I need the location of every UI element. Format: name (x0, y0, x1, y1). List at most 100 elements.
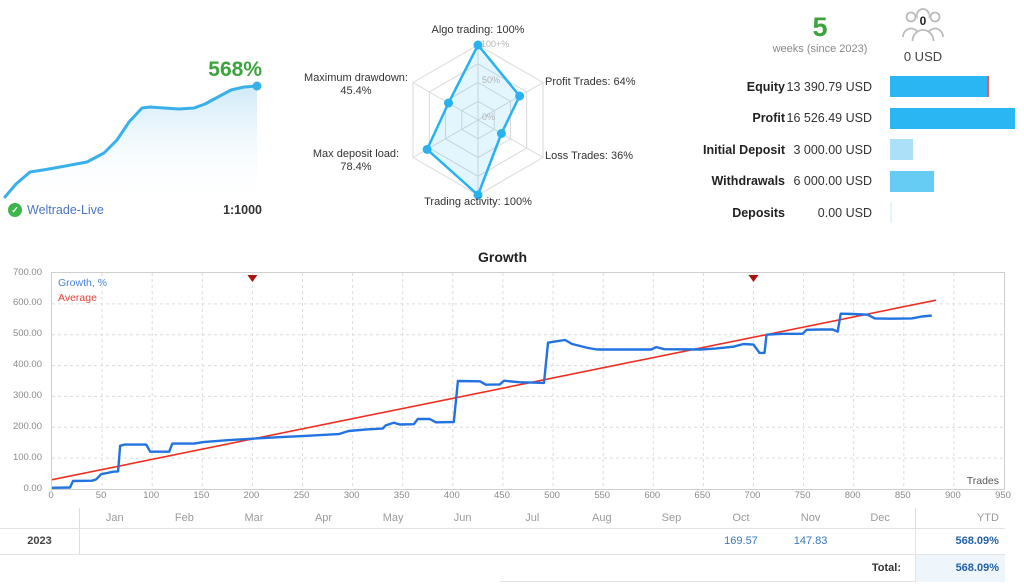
monthly-growth-table: Jan Feb Mar Apr May Jun Jul Aug Sep Oct … (0, 508, 1005, 582)
month-header: Apr (314, 512, 333, 524)
sparkline-svg (3, 81, 262, 205)
growth-plot-area[interactable]: Growth, % Average Trades (51, 272, 1005, 490)
total-row-divider (500, 581, 1005, 582)
radar-label-trading-activity: Trading activity: 100% (424, 196, 532, 208)
radar-label-algo-trading: Algo trading: 100% (431, 24, 525, 36)
stat-value: 0.00 USD (817, 205, 872, 220)
total-value: 568.09% (915, 555, 1005, 582)
months-header-row: Jan Feb Mar Apr May Jun Jul Aug Sep Oct … (0, 508, 1005, 529)
month-value (428, 529, 498, 554)
ytd-value: 568.09% (914, 529, 1005, 554)
radar-label-loss-trades: Loss Trades: 36% (545, 150, 634, 162)
investors-count: 0 (917, 14, 929, 28)
radar-label-max-deposit-load: Max deposit load: 78.4% (312, 148, 400, 173)
y-tick-label: 0.00 (23, 482, 43, 494)
x-tick-label: 250 (293, 490, 310, 501)
month-value (80, 529, 150, 554)
weeks-count: 5 (812, 12, 828, 42)
month-header: Aug (592, 512, 612, 524)
y-tick-label: 600.00 (12, 297, 42, 309)
metrics-radar-panel: Algo trading: 100% Profit Trades: 64% Lo… (300, 0, 660, 235)
legend-average-series: Average (58, 292, 97, 304)
account-stats-list: Equity 13 390.79 USD Profit 16 526.49 US… (640, 76, 1015, 223)
total-label: Total: (871, 562, 901, 574)
stat-label: Initial Deposit (703, 142, 785, 157)
growth-chart-svg (52, 273, 1004, 489)
month-value (497, 529, 567, 554)
verified-check-icon: ✓ (8, 203, 22, 217)
radar-ring-label-100: 100+% (481, 39, 510, 49)
month-value (219, 529, 289, 554)
stat-bar (890, 170, 934, 192)
radar-label-profit-trades: Profit Trades: 64% (545, 76, 636, 88)
x-tick-label: 300 (343, 490, 360, 501)
investors-block: 0 0 USD (886, 4, 960, 64)
radar-ring-label-0: 0% (482, 112, 496, 122)
x-tick-label: 950 (995, 490, 1011, 501)
growth-summary-panel: 568% ✓ Weltrade-Live 1:1000 (0, 0, 270, 235)
month-header: Jun (453, 512, 472, 524)
year-data-row: 2023 169.57 147.83 568.09% (0, 529, 1005, 555)
stat-value: 13 390.79 USD (786, 79, 872, 94)
stat-value: 6 000.00 USD (793, 174, 872, 188)
weeks-block: 5 weeks (since 2023) (740, 12, 900, 55)
stat-value: 3 000.00 USD (793, 142, 872, 157)
month-header: Jul (525, 512, 540, 524)
stat-label: Equity (746, 79, 785, 94)
x-tick-label: 200 (243, 490, 260, 501)
x-tick-label: 750 (794, 490, 811, 501)
total-row: Total: 568.09% (0, 555, 1005, 582)
month-value (845, 529, 915, 554)
account-footer: ✓ Weltrade-Live 1:1000 (8, 203, 262, 217)
broker-name: Weltrade-Live (27, 203, 104, 217)
y-axis-labels: 700.00 600.00 500.00 400.00 300.00 200.00 100.… (0, 0, 46, 500)
stat-row-withdrawals: Withdrawals 6 000.00 USD (640, 170, 1015, 192)
total-growth-percent: 568% (208, 58, 262, 81)
investors-people-icon (902, 8, 944, 42)
stat-label: Deposits (732, 205, 785, 220)
x-tick-label: 400 (443, 490, 460, 501)
stat-value: 16 526.49 USD (786, 111, 872, 125)
x-tick-label: 100 (143, 490, 160, 501)
weeks-caption: weeks (since 2023) (772, 43, 868, 55)
x-axis-labels: 0 50 100 150 200 250 300 350 400 450 500 550 600 650 7… (0, 490, 1024, 503)
y-tick-label: 100.00 (12, 451, 42, 463)
x-tick-label: 600 (644, 490, 661, 501)
radar-ring-label-50: 50% (482, 75, 501, 85)
stat-bar (890, 107, 1015, 129)
month-value (150, 529, 220, 554)
ytd-header: YTD (914, 508, 1005, 528)
month-header: Jan (105, 512, 124, 524)
x-tick-label: 450 (494, 490, 510, 501)
month-header: Nov (800, 512, 821, 524)
stat-row-equity: Equity 13 390.79 USD (640, 76, 1015, 97)
x-tick-label: 350 (393, 490, 410, 501)
stat-row-initial-deposit: Initial Deposit 3 000.00 USD (640, 139, 1015, 160)
stat-bar (890, 76, 989, 97)
month-value (637, 529, 707, 554)
x-tick-label: 500 (544, 490, 560, 501)
broker-link[interactable]: ✓ Weltrade-Live (8, 203, 104, 217)
y-tick-label: 200.00 (12, 420, 42, 432)
month-value: 169.57 (724, 535, 758, 547)
month-value (289, 529, 359, 554)
year-spacer (0, 508, 80, 528)
summary-sparkline-chart: 568% (0, 58, 262, 205)
y-tick-label: 400.00 (12, 359, 42, 371)
x-tick-label: 800 (844, 490, 861, 501)
month-header: Dec (870, 512, 890, 524)
month-value (358, 529, 428, 554)
y-tick-label: 500.00 (12, 328, 42, 340)
x-tick-label: 550 (594, 490, 611, 501)
y-tick-label: 700.00 (12, 266, 42, 278)
month-header: Feb (174, 512, 194, 524)
radar-chart (412, 40, 544, 200)
month-header: Sep (661, 512, 682, 524)
year-label: 2023 (0, 529, 80, 554)
x-tick-label: 900 (944, 490, 961, 501)
month-header: Mar (244, 512, 264, 524)
stat-label: Withdrawals (711, 174, 785, 188)
radar-label-maximum-drawdown: Maximum drawdown: 45.4% (304, 72, 408, 97)
x-tick-label: 150 (193, 490, 210, 501)
